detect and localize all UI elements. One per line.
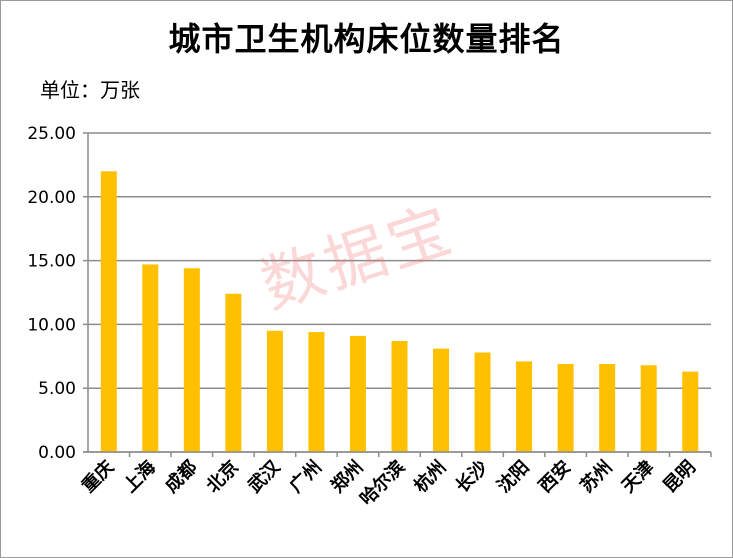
- bar: [433, 348, 450, 452]
- x-tick-label: 上海: [119, 456, 160, 497]
- bar: [557, 363, 574, 452]
- x-tick-label: 北京: [202, 456, 243, 497]
- x-tick-label: 杭州: [410, 456, 451, 497]
- bar: [640, 365, 657, 452]
- bar: [682, 371, 699, 452]
- bar: [100, 171, 117, 452]
- x-tick-label: 成都: [160, 456, 201, 497]
- bar: [225, 293, 242, 452]
- x-tick-label: 天津: [617, 456, 658, 497]
- x-tick-label: 广州: [285, 456, 326, 497]
- x-tick-label: 沈阳: [493, 456, 534, 497]
- x-tick-label: 昆明: [659, 457, 699, 497]
- y-tick-label: 20.00: [27, 188, 76, 208]
- x-tick-label: 重庆: [77, 456, 118, 497]
- bar: [183, 268, 200, 452]
- y-tick-label: 15.00: [27, 252, 76, 272]
- bar: [474, 352, 491, 452]
- x-tick-label: 哈尔滨: [355, 456, 409, 510]
- y-tick-label: 25.00: [27, 124, 76, 144]
- bar: [391, 340, 408, 452]
- bar: [349, 335, 366, 452]
- bar: [142, 264, 159, 452]
- y-tick-label: 5.00: [38, 379, 76, 399]
- x-tick-label: 西安: [534, 456, 575, 497]
- x-tick-label: 长沙: [452, 457, 492, 497]
- bar: [516, 361, 533, 452]
- x-tick-label: 武汉: [244, 456, 285, 497]
- x-tick-label: 苏州: [576, 456, 617, 497]
- unit-label: 单位：万张: [40, 78, 140, 102]
- bar: [266, 330, 283, 452]
- bar: [308, 332, 325, 452]
- y-tick-label: 0.00: [38, 443, 76, 463]
- y-tick-label: 10.00: [27, 315, 76, 335]
- chart-title: 城市卫生机构床位数量排名: [168, 20, 565, 58]
- bar: [599, 363, 616, 452]
